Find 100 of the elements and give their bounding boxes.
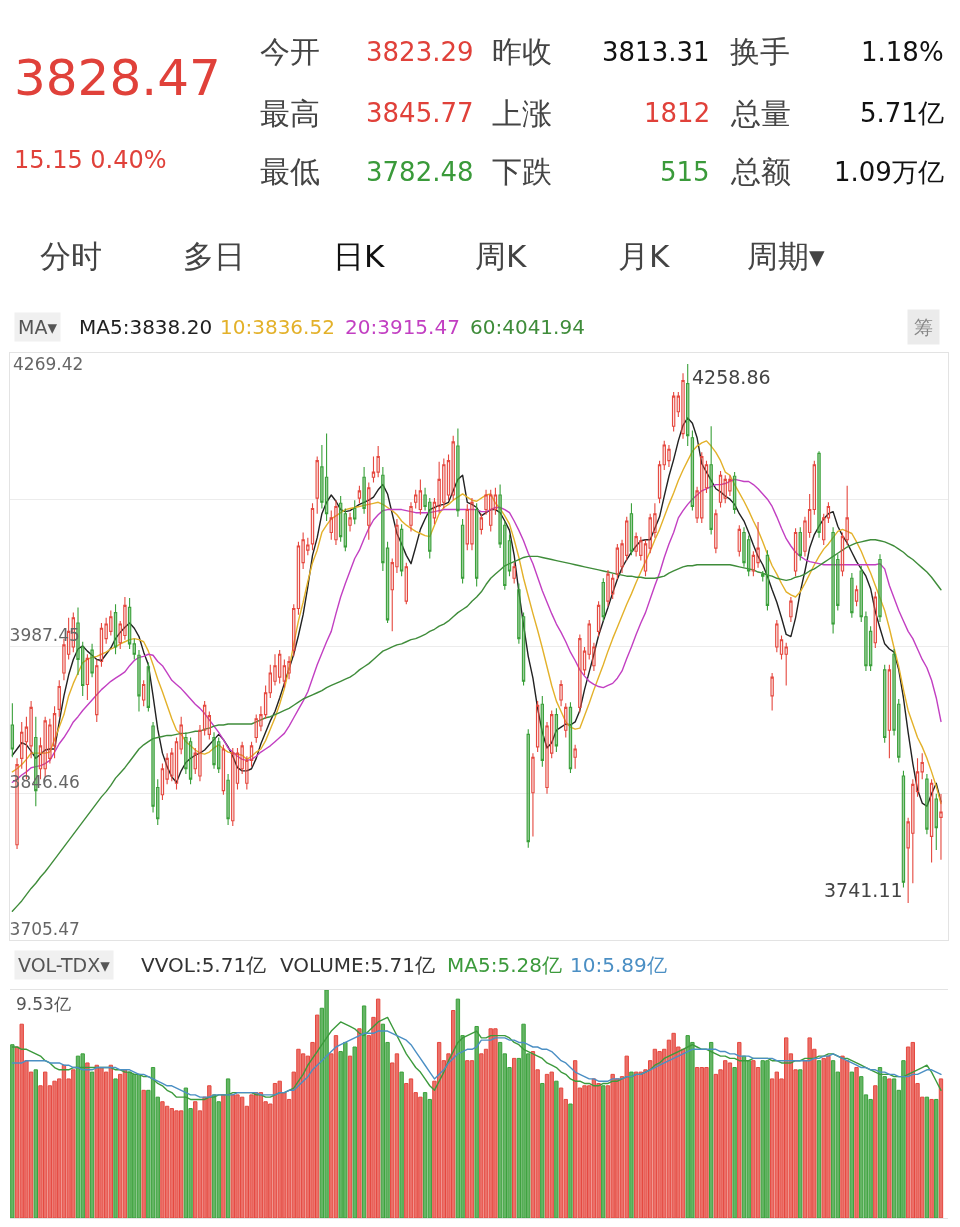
bar — [558, 1087, 564, 1218]
bar — [873, 1085, 878, 1218]
bar — [352, 1046, 357, 1218]
text: 下跌 — [492, 154, 552, 189]
text: 换手 — [730, 34, 790, 69]
bar — [408, 1078, 414, 1218]
y-tick-label: 3705.47 — [9, 918, 80, 939]
bar — [929, 1098, 934, 1218]
bar — [422, 1092, 428, 1218]
text: 1.18% — [861, 37, 944, 67]
bar — [160, 1101, 165, 1218]
text: 最低 — [260, 154, 320, 189]
bar — [164, 1105, 170, 1218]
bar — [859, 1076, 864, 1218]
text: 1812 — [644, 98, 711, 128]
text: 月K — [618, 238, 670, 274]
bar — [910, 1041, 916, 1218]
text: 筹 — [914, 316, 933, 338]
bar — [333, 1035, 339, 1218]
text: 60:4041.94 — [470, 315, 585, 339]
bar — [85, 1062, 90, 1218]
text: 周K — [475, 238, 527, 274]
bar — [934, 1098, 939, 1218]
text: 日K — [333, 238, 385, 274]
bar — [347, 1055, 353, 1218]
text: 多日 — [183, 238, 245, 274]
text: 3845.77 — [366, 98, 474, 128]
bar — [511, 1057, 517, 1218]
text: 昨收 — [492, 34, 552, 69]
bar — [61, 1064, 67, 1218]
bar — [357, 1028, 362, 1218]
text: 最高 — [260, 96, 320, 131]
bar — [694, 1067, 700, 1218]
bar — [272, 1082, 278, 1218]
text: MA5:3838.20 — [79, 315, 213, 339]
bar — [732, 1067, 737, 1218]
bar — [751, 1060, 756, 1218]
bar — [549, 1071, 554, 1218]
bar — [652, 1048, 658, 1218]
bar — [554, 1080, 559, 1218]
bar — [544, 1073, 550, 1218]
bar — [469, 1060, 475, 1218]
bar — [633, 1071, 639, 1218]
text: VOLUME:5.71亿 — [280, 953, 436, 977]
text: 3782.48 — [366, 157, 474, 187]
bar — [221, 1094, 226, 1218]
bar — [380, 1023, 386, 1218]
annotation: 3741.11 — [824, 879, 903, 901]
bar — [680, 1048, 686, 1218]
bar — [596, 1082, 601, 1218]
annotation: 4258.86 — [692, 366, 771, 388]
text: 3823.29 — [366, 37, 474, 67]
bar — [465, 1060, 470, 1218]
bar — [399, 1071, 404, 1218]
bar — [394, 1053, 400, 1218]
bar — [141, 1089, 146, 1218]
text: 5.71亿 — [860, 98, 944, 128]
text: 今开 — [260, 34, 320, 69]
text: 总额 — [730, 154, 791, 189]
text: 10:5.89亿 — [570, 953, 667, 977]
bar — [75, 1055, 81, 1218]
bar — [118, 1073, 123, 1218]
bar — [591, 1078, 597, 1218]
bar — [624, 1055, 629, 1218]
annotation: 9.53亿 — [16, 994, 71, 1014]
bar — [798, 1069, 803, 1218]
bar — [113, 1078, 118, 1218]
bar — [193, 1101, 198, 1218]
text: 515 — [660, 157, 710, 187]
bar — [854, 1067, 859, 1218]
bar — [905, 1046, 911, 1218]
bar — [404, 1082, 409, 1218]
bar — [713, 1073, 719, 1218]
bar — [830, 1060, 836, 1218]
y-tick-label: 4269.42 — [13, 353, 84, 374]
bar — [727, 1062, 733, 1218]
bar — [540, 1082, 545, 1218]
text: MA5:5.28亿 — [447, 953, 562, 977]
bar — [479, 1053, 484, 1218]
bar — [816, 1060, 822, 1218]
bar — [887, 1078, 892, 1218]
text: VVOL:5.71亿 — [141, 953, 267, 977]
text: 10:3836.52 — [220, 315, 335, 339]
bar — [89, 1071, 95, 1218]
bar — [572, 1060, 578, 1218]
bar — [629, 1071, 634, 1218]
bar — [42, 1071, 48, 1218]
legend-title: VOL-TDX▾ — [18, 954, 111, 976]
bar — [375, 998, 381, 1218]
bar — [737, 1041, 742, 1218]
text: 分时 — [40, 238, 102, 274]
bar — [924, 1096, 930, 1218]
legend-title: MA▾ — [18, 316, 58, 338]
bar — [497, 1041, 503, 1218]
bar — [33, 1069, 38, 1218]
bar — [258, 1092, 264, 1218]
text: 20:3915.47 — [345, 315, 460, 339]
text: 上涨 — [492, 96, 552, 131]
text: 总量 — [730, 96, 791, 131]
bar — [849, 1071, 855, 1218]
